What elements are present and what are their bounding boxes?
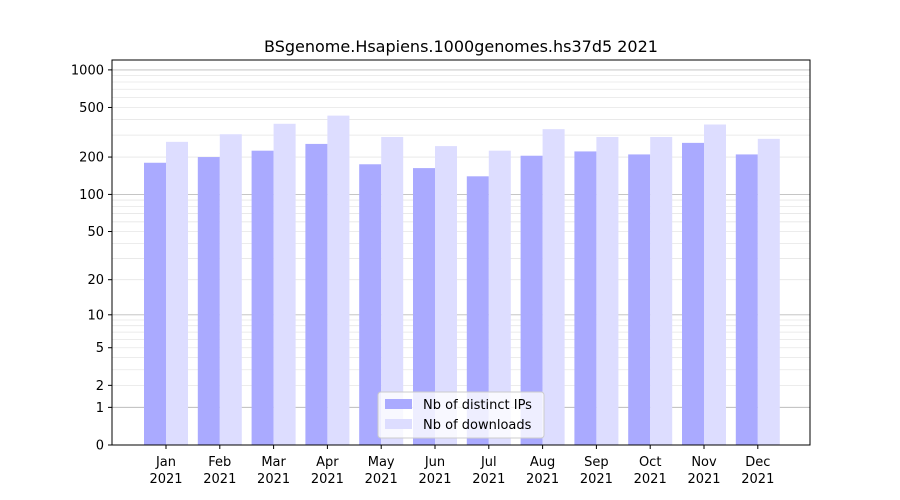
x-tick-label: Sep	[584, 455, 609, 470]
legend-swatch	[385, 419, 412, 429]
bar-dec-distinct-ips	[735, 154, 758, 446]
legend-label: Nb of downloads	[423, 418, 532, 433]
legend-label: Nb of distinct IPs	[423, 398, 532, 413]
plot-frame	[111, 59, 811, 446]
axes: Jan2021Feb2021Mar2021Apr2021May2021Jun20…	[71, 63, 774, 487]
x-tick-sublabel: 2021	[634, 472, 667, 487]
x-tick-label: Oct	[639, 455, 661, 470]
bar-jun-distinct-ips	[413, 168, 435, 445]
bar-oct-downloads	[650, 136, 673, 446]
x-tick-sublabel: 2021	[311, 472, 344, 487]
bar-may-downloads	[381, 136, 404, 446]
x-tick-label: Jan	[155, 455, 176, 470]
chart-title: BSgenome.Hsapiens.1000genomes.hs37d5 202…	[264, 37, 658, 56]
bar-nov-distinct-ips	[682, 142, 704, 445]
y-tick-label: 1000	[71, 63, 104, 78]
x-tick-sublabel: 2021	[149, 472, 182, 487]
bar-feb-distinct-ips	[197, 157, 220, 445]
x-tick-sublabel: 2021	[687, 472, 720, 487]
bar-aug-distinct-ips	[520, 155, 543, 445]
y-tick-label: 0	[96, 439, 104, 454]
x-tick-label: Mar	[261, 455, 286, 470]
x-tick-sublabel: 2021	[203, 472, 236, 487]
y-tick-label: 2	[96, 379, 104, 394]
x-tick-label: Aug	[530, 455, 555, 470]
x-tick-sublabel: 2021	[257, 472, 290, 487]
x-tick-sublabel: 2021	[580, 472, 613, 487]
bar-jul-distinct-ips	[466, 176, 489, 445]
x-tick-sublabel: 2021	[526, 472, 559, 487]
x-tick-label: May	[368, 455, 395, 470]
x-tick-label: Dec	[745, 455, 770, 470]
bar-aug-downloads	[542, 129, 565, 446]
y-tick-label: 10	[87, 308, 104, 323]
bars	[144, 115, 780, 446]
bar-jun-downloads	[435, 146, 457, 446]
bar-feb-downloads	[219, 134, 242, 445]
bar-dec-downloads	[757, 138, 780, 446]
bar-may-distinct-ips	[359, 164, 382, 445]
x-tick-label: Nov	[691, 455, 717, 470]
legend-swatch	[385, 399, 412, 409]
y-tick-label: 500	[79, 101, 104, 116]
bar-jul-downloads	[488, 150, 511, 445]
y-tick-label: 100	[79, 188, 104, 203]
y-tick-label: 200	[79, 151, 104, 166]
bar-jan-distinct-ips	[144, 162, 166, 446]
y-tick-label: 1	[96, 401, 104, 416]
y-tick-label: 20	[87, 273, 104, 288]
x-tick-sublabel: 2021	[472, 472, 505, 487]
x-tick-label: Feb	[208, 455, 231, 470]
bar-oct-distinct-ips	[628, 154, 651, 446]
bar-nov-downloads	[704, 124, 726, 446]
x-tick-label: Jun	[424, 455, 445, 470]
x-tick-sublabel: 2021	[365, 472, 398, 487]
x-tick-sublabel: 2021	[741, 472, 774, 487]
bar-apr-distinct-ips	[305, 143, 328, 445]
bar-mar-downloads	[273, 123, 296, 445]
legend: Nb of distinct IPs Nb of downloads	[377, 391, 545, 439]
y-tick-label: 50	[87, 225, 104, 240]
x-tick-label: Apr	[316, 455, 339, 470]
legend-box	[377, 391, 545, 439]
y-tick-label: 5	[96, 341, 104, 356]
bar-jan-downloads	[166, 141, 188, 445]
bar-sep-distinct-ips	[574, 151, 597, 445]
x-tick-label: Jul	[480, 455, 497, 470]
x-tick-sublabel: 2021	[418, 472, 451, 487]
bar-sep-downloads	[596, 136, 619, 446]
bar-mar-distinct-ips	[251, 150, 274, 445]
bar-apr-downloads	[327, 115, 350, 445]
